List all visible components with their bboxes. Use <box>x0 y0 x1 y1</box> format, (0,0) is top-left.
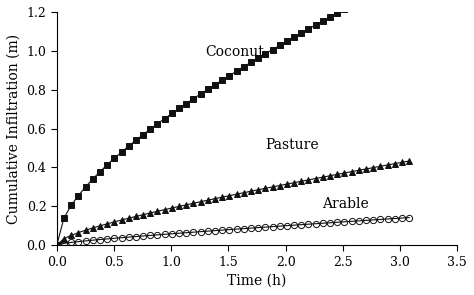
Text: Coconut: Coconut <box>206 45 264 59</box>
Y-axis label: Cumulative Infiltration (m): Cumulative Infiltration (m) <box>7 33 21 224</box>
Text: Arable: Arable <box>322 197 369 211</box>
Text: Pasture: Pasture <box>265 138 319 152</box>
X-axis label: Time (h): Time (h) <box>228 274 287 288</box>
